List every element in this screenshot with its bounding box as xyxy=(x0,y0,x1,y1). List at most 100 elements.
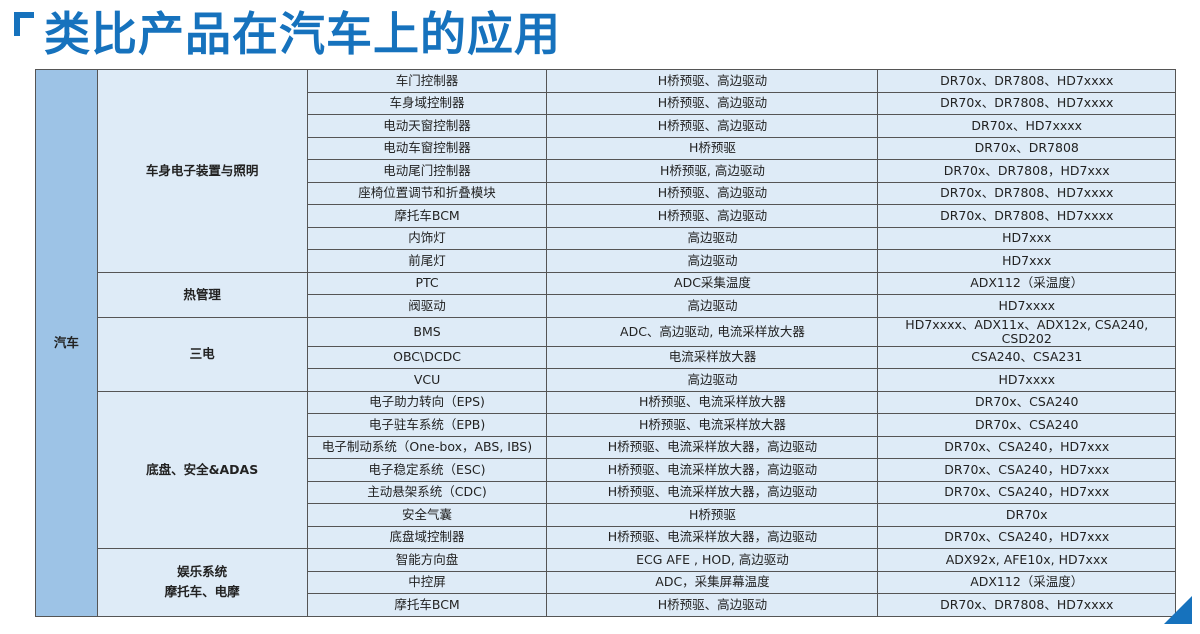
category-cell: 车身电子装置与照明 xyxy=(96,69,308,273)
application-table: 汽车 车身电子装置与照明 车门控制器 H桥预驱、高边驱动 DR70x、DR7808、HD… xyxy=(35,69,1176,617)
application-cell: 电子制动系统（One-box，ABS, IBS) xyxy=(306,435,548,459)
application-cell: 安全气囊 xyxy=(306,503,548,527)
category-label: 热管理 xyxy=(183,286,221,302)
application-cell: 电子助力转向（EPS) xyxy=(306,390,548,414)
table-row: 阀驱动 高边驱动 HD7xxxx xyxy=(36,294,1176,318)
function-cell: H桥预驱、电流采样放大器，高边驱动 xyxy=(546,480,879,504)
product-cell: DR70x、DR7808 xyxy=(877,136,1176,160)
function-cell: ECG AFE , HOD, 高边驱动 xyxy=(546,548,879,572)
table-row: 热管理 PTC ADC采集温度 ADX112（采温度） xyxy=(36,271,1176,318)
category-label: 底盘、安全&ADAS xyxy=(146,461,259,477)
application-cell: 电子驻车系统（EPB) xyxy=(306,413,548,437)
category-label: 车身电子装置与照明 xyxy=(145,162,259,178)
category-label: 娱乐系统 xyxy=(177,564,228,580)
top-category-cell: 汽车 xyxy=(35,69,98,617)
title-bracket-icon xyxy=(14,12,34,36)
application-cell: 座椅位置调节和折叠模块 xyxy=(306,181,548,205)
product-cell: ADX112（采温度） xyxy=(877,271,1176,295)
product-cell: DR70x、CSA240，HD7xxx xyxy=(877,435,1176,459)
function-cell: 高边驱动 xyxy=(546,249,879,273)
application-cell: 智能方向盘 xyxy=(306,548,548,572)
function-cell: H桥预驱、电流采样放大器 xyxy=(546,390,879,414)
product-cell: DR70x、DR7808、HD7xxxx xyxy=(877,204,1176,228)
application-cell: 电动尾门控制器 xyxy=(306,159,548,183)
function-cell: H桥预驱 xyxy=(546,503,879,527)
application-cell: 摩托车BCM xyxy=(306,204,548,228)
function-cell: 电流采样放大器 xyxy=(546,345,879,369)
function-cell: ADC，采集屏幕温度 xyxy=(546,570,879,594)
function-cell: H桥预驱、电流采样放大器，高边驱动 xyxy=(546,525,879,549)
function-cell: H桥预驱、电流采样放大器 xyxy=(546,413,879,437)
category-cell: 娱乐系统摩托车、电摩 xyxy=(96,548,308,617)
table-row: 中控屏 ADC，采集屏幕温度 ADX112（采温度） xyxy=(36,570,1176,594)
application-cell: 电动车窗控制器 xyxy=(306,136,548,160)
table-row: 三电 BMS ADC、高边驱动, 电流采样放大器 HD7xxxx、ADX11x、ADX… xyxy=(36,316,1176,392)
function-cell: H桥预驱, 高边驱动 xyxy=(546,159,879,183)
application-cell: OBC\DCDC xyxy=(306,345,548,369)
product-cell: HD7xxx xyxy=(877,249,1176,273)
product-cell: HD7xxx xyxy=(877,226,1176,250)
application-cell: 阀驱动 xyxy=(306,294,548,318)
application-cell: 前尾灯 xyxy=(306,249,548,273)
corner-decoration-icon xyxy=(1164,596,1192,624)
product-cell: ADX92x, AFE10x, HD7xxx xyxy=(877,548,1176,572)
table-row: 电动天窗控制器 H桥预驱、高边驱动 DR70x、HD7xxxx xyxy=(36,114,1176,138)
application-cell: PTC xyxy=(306,271,548,295)
product-cell: DR70x、DR7808，HD7xxx xyxy=(877,159,1176,183)
category-cell: 热管理 xyxy=(96,271,308,318)
function-cell: H桥预驱、高边驱动 xyxy=(546,69,879,93)
function-cell: H桥预驱、高边驱动 xyxy=(546,114,879,138)
product-cell: DR70x xyxy=(877,503,1176,527)
product-cell: DR70x、CSA240 xyxy=(877,413,1176,437)
application-cell: BMS xyxy=(306,316,548,347)
table-row: 内饰灯 高边驱动 HD7xxx xyxy=(36,226,1176,250)
table-row: 底盘域控制器 H桥预驱、电流采样放大器，高边驱动 DR70x、CSA240，HD7x… xyxy=(36,525,1176,549)
function-cell: ADC采集温度 xyxy=(546,271,879,295)
table-row: 座椅位置调节和折叠模块 H桥预驱、高边驱动 DR70x、DR7808、HD7xxxx xyxy=(36,181,1176,205)
category-label: 三电 xyxy=(189,346,215,361)
application-cell: 电子稳定系统（ESC) xyxy=(306,458,548,482)
table-row: 电动尾门控制器 H桥预驱, 高边驱动 DR70x、DR7808，HD7xxx xyxy=(36,159,1176,183)
application-cell: 内饰灯 xyxy=(306,226,548,250)
table-row: 电子驻车系统（EPB) H桥预驱、电流采样放大器 DR70x、CSA240 xyxy=(36,413,1176,437)
table-row: 摩托车BCM H桥预驱、高边驱动 DR70x、DR7808、HD7xxxx xyxy=(36,204,1176,228)
application-cell: 中控屏 xyxy=(306,570,548,594)
application-cell: 车身域控制器 xyxy=(306,91,548,115)
product-cell: DR70x、CSA240 xyxy=(877,390,1176,414)
application-cell: 电动天窗控制器 xyxy=(306,114,548,138)
function-cell: H桥预驱、电流采样放大器，高边驱动 xyxy=(546,435,879,459)
application-cell: 主动悬架系统（CDC) xyxy=(306,480,548,504)
function-cell: H桥预驱、高边驱动 xyxy=(546,593,879,617)
page-title: 类比产品在汽车上的应用 xyxy=(44,7,561,61)
product-cell: DR70x、CSA240，HD7xxx xyxy=(877,458,1176,482)
product-cell: DR70x、DR7808、HD7xxxx xyxy=(877,593,1176,617)
category-label: 摩托车、电摩 xyxy=(164,584,240,600)
application-cell: VCU xyxy=(306,368,548,392)
product-cell: DR70x、DR7808、HD7xxxx xyxy=(877,69,1176,93)
table-row: 电动车窗控制器 H桥预驱 DR70x、DR7808 xyxy=(36,136,1176,160)
function-cell: 高边驱动 xyxy=(546,294,879,318)
function-cell: 高边驱动 xyxy=(546,368,879,392)
function-cell: H桥预驱 xyxy=(546,136,879,160)
function-cell: ADC、高边驱动, 电流采样放大器 xyxy=(546,316,879,347)
function-cell: H桥预驱、高边驱动 xyxy=(546,181,879,205)
function-cell: H桥预驱、高边驱动 xyxy=(546,91,879,115)
table-row: OBC\DCDC 电流采样放大器 CSA240、CSA231 xyxy=(36,345,1176,369)
function-cell: 高边驱动 xyxy=(546,226,879,250)
function-cell: H桥预驱、高边驱动 xyxy=(546,204,879,228)
product-cell: HD7xxxx xyxy=(877,294,1176,318)
product-cell: CSA240、CSA231 xyxy=(877,345,1176,369)
table-row: 电子稳定系统（ESC) H桥预驱、电流采样放大器，高边驱动 DR70x、CSA240… xyxy=(36,458,1176,482)
product-cell: DR70x、HD7xxxx xyxy=(877,114,1176,138)
product-cell: DR70x、CSA240，HD7xxx xyxy=(877,525,1176,549)
table-row: VCU 高边驱动 HD7xxxx xyxy=(36,368,1176,392)
product-cell: DR70x、DR7808、HD7xxxx xyxy=(877,91,1176,115)
product-cell: HD7xxxx、ADX11x、ADX12x, CSA240, CSD202 xyxy=(877,316,1176,347)
table-row: 摩托车BCM H桥预驱、高边驱动 DR70x、DR7808、HD7xxxx xyxy=(36,593,1176,617)
table-row: 电子制动系统（One-box，ABS, IBS) H桥预驱、电流采样放大器，高边驱… xyxy=(36,435,1176,459)
product-cell: DR70x、DR7808、HD7xxxx xyxy=(877,181,1176,205)
function-cell: H桥预驱、电流采样放大器，高边驱动 xyxy=(546,458,879,482)
application-cell: 底盘域控制器 xyxy=(306,525,548,549)
product-cell: DR70x、CSA240，HD7xxx xyxy=(877,480,1176,504)
category-cell: 底盘、安全&ADAS xyxy=(96,390,308,549)
